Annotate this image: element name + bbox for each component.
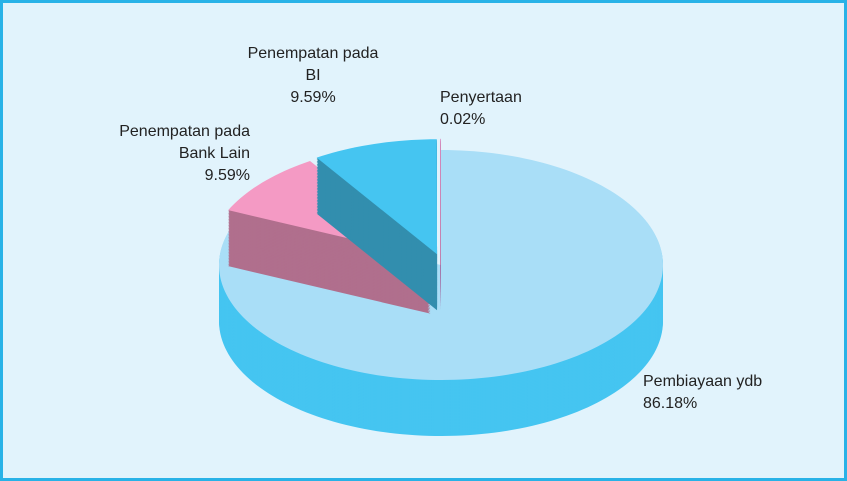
slice <box>316 139 438 255</box>
slice <box>219 150 663 380</box>
value-label: 9.59% <box>290 89 336 106</box>
slice-label: Pembiayaan ydb 86.18% <box>643 371 783 415</box>
slice-label: Penempatan pada Bank Lain 9.59% <box>75 121 250 187</box>
value-label: 9.59% <box>204 167 250 184</box>
pie-canvas <box>219 138 663 436</box>
category-label: Pembiayaan ydb <box>643 373 763 390</box>
category-label: Penyertaan <box>440 89 522 106</box>
value-label: 86.18% <box>643 395 698 412</box>
slice-label: Penyertaan 0.02% <box>440 87 590 131</box>
category-label: Penempatan pada BI <box>247 45 379 84</box>
category-label: Penempatan pada Bank Lain <box>119 123 250 162</box>
slice-label: Penempatan pada BI 9.59% <box>238 43 388 109</box>
value-label: 0.02% <box>440 111 486 128</box>
